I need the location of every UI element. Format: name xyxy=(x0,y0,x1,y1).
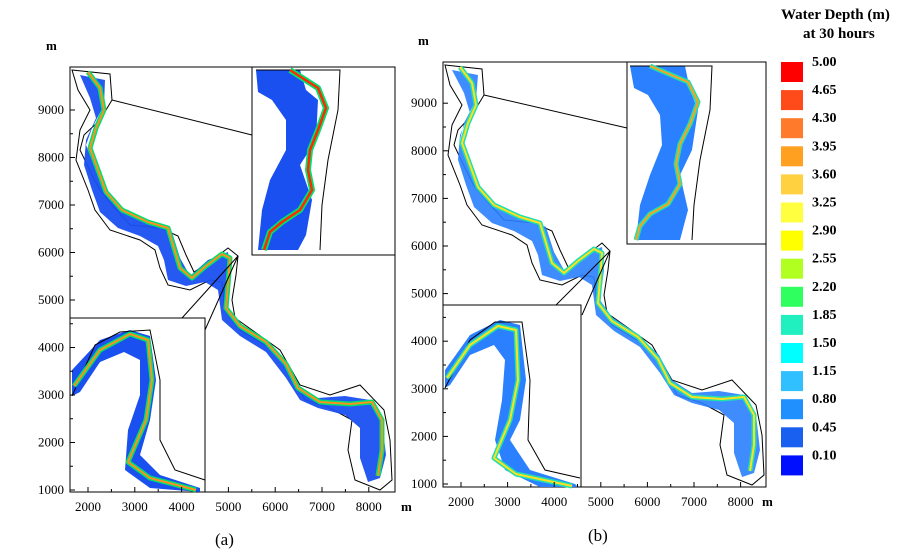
y-tick-label: 4000 xyxy=(38,340,64,355)
y-tick-label: 7000 xyxy=(411,190,437,205)
y-tick-label: 6000 xyxy=(38,245,64,260)
legend-swatch xyxy=(781,399,803,420)
panel-a-frame xyxy=(69,66,396,493)
x-tick-label: 5000 xyxy=(215,499,241,514)
legend-value: 3.95 xyxy=(812,139,837,154)
panel-a-inset-connector-bottom-1 xyxy=(181,255,239,319)
y-tick-label: 5000 xyxy=(38,292,64,307)
panel-a-y-unit: m xyxy=(46,38,57,53)
panel-b-inset-upper xyxy=(626,61,767,245)
legend-swatch xyxy=(781,343,803,363)
legend-swatch xyxy=(781,62,803,82)
panel-b: m m 2000 3000 4000 5000 6000 7000 8000 1000 200… xyxy=(411,33,773,545)
y-tick-label: 3000 xyxy=(38,387,64,402)
panel-b-label: (b) xyxy=(588,526,608,545)
x-tick-label: 2000 xyxy=(75,499,101,514)
panel-b-y-unit: m xyxy=(418,33,429,48)
legend-value: 3.60 xyxy=(812,167,837,182)
panel-b-inset-connector-bottom-2 xyxy=(581,250,611,316)
water-depth-legend: Water Depth (m) at 30 hours 5.00 4.65 4.30… xyxy=(781,7,890,476)
panel-a-y-tick-labels: 1000 2000 3000 4000 5000 6000 7000 8000 9000 xyxy=(38,102,64,497)
panel-a-inset-lower xyxy=(69,317,206,493)
legend-value: 1.15 xyxy=(812,364,837,379)
panel-a-x-unit: m xyxy=(401,499,412,514)
y-tick-label: 6000 xyxy=(411,238,437,253)
legend-value: 1.50 xyxy=(812,336,837,351)
panel-a-inset-connector-top xyxy=(111,99,253,136)
panel-b-x-tick-labels: 2000 3000 4000 5000 6000 7000 8000 xyxy=(448,494,754,509)
x-tick-label: 5000 xyxy=(588,494,614,509)
x-tick-label: 3000 xyxy=(495,494,521,509)
legend-value: 1.85 xyxy=(812,308,837,323)
panel-a-channel-inner xyxy=(87,71,383,477)
y-tick-label: 1000 xyxy=(38,482,64,497)
y-tick-label: 8000 xyxy=(411,143,437,158)
x-tick-label: 6000 xyxy=(262,499,288,514)
legend-swatch xyxy=(781,455,803,476)
y-tick-label: 1000 xyxy=(411,476,437,491)
y-tick-label: 3000 xyxy=(411,381,437,396)
legend-swatch xyxy=(781,90,803,111)
panel-b-y-tick-labels: 1000 2000 3000 4000 5000 6000 7000 8000 9000 xyxy=(411,95,437,491)
x-tick-label: 6000 xyxy=(634,494,660,509)
y-tick-label: 4000 xyxy=(411,333,437,348)
panel-b-x-unit: m xyxy=(762,494,773,509)
legend-value: 0.80 xyxy=(812,392,837,407)
panel-b-inset-connector-top xyxy=(483,94,628,129)
x-tick-label: 7000 xyxy=(681,494,707,509)
legend-swatch xyxy=(781,118,803,139)
legend-swatch xyxy=(781,258,803,279)
legend-value: 3.25 xyxy=(812,196,837,211)
legend-swatch xyxy=(781,427,803,448)
y-tick-label: 8000 xyxy=(38,150,64,165)
y-tick-label: 2000 xyxy=(411,428,437,443)
legend-entries: 5.00 4.65 4.30 3.95 3.60 3.25 2.90 2.55 2.20 1.85… xyxy=(781,55,837,476)
x-tick-label: 3000 xyxy=(122,499,148,514)
panel-b-inset-lower xyxy=(442,304,582,489)
panel-a-inset-connector-bottom-2 xyxy=(204,255,239,331)
legend-title-line2: at 30 hours xyxy=(803,26,875,42)
legend-value: 0.45 xyxy=(812,420,837,435)
panel-a-label: (a) xyxy=(215,530,234,549)
legend-value: 5.00 xyxy=(812,55,837,70)
legend-value: 4.65 xyxy=(812,83,837,98)
panel-b-channel-inner xyxy=(459,66,755,472)
legend-value: 4.30 xyxy=(812,111,837,126)
legend-title-line1: Water Depth (m) xyxy=(781,7,890,23)
legend-swatch xyxy=(781,286,803,307)
legend-swatch xyxy=(781,202,803,223)
x-tick-label: 4000 xyxy=(541,494,567,509)
x-tick-label: 4000 xyxy=(169,499,195,514)
legend-value: 2.55 xyxy=(812,252,837,267)
panel-a: m m 2000 3000 4000 5000 6000 7000 8000 1000 200… xyxy=(38,38,412,549)
legend-swatch xyxy=(781,230,803,251)
panel-a-inset-upper xyxy=(251,66,396,256)
x-tick-label: 8000 xyxy=(728,494,754,509)
legend-swatch xyxy=(781,146,803,167)
legend-value: 2.90 xyxy=(812,224,837,239)
legend-swatch xyxy=(781,371,803,392)
y-tick-label: 7000 xyxy=(38,197,64,212)
legend-swatch xyxy=(781,174,803,195)
legend-value: 2.20 xyxy=(812,280,837,295)
y-tick-label: 5000 xyxy=(411,286,437,301)
panel-a-tick-marks xyxy=(70,109,370,492)
x-tick-label: 7000 xyxy=(309,499,335,514)
panel-b-frame xyxy=(442,61,767,488)
panel-b-inset-connector-bottom-1 xyxy=(555,250,611,306)
x-tick-label: 2000 xyxy=(448,494,474,509)
legend-value: 0.10 xyxy=(812,448,837,463)
legend-swatch xyxy=(781,314,803,335)
x-tick-label: 8000 xyxy=(356,499,382,514)
y-tick-label: 9000 xyxy=(38,102,64,117)
panel-a-x-tick-labels: 2000 3000 4000 5000 6000 7000 8000 xyxy=(75,499,382,514)
panel-b-tick-marks xyxy=(443,102,742,487)
y-tick-label: 9000 xyxy=(411,95,437,110)
y-tick-label: 2000 xyxy=(38,435,64,450)
